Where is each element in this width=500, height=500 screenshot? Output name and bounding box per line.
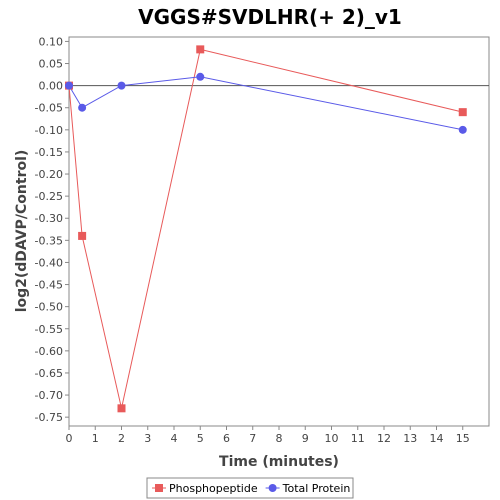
x-tick-label: 13	[403, 432, 417, 445]
x-tick-label: 11	[351, 432, 365, 445]
y-tick-label: -0.65	[35, 367, 63, 380]
total-protein-legend-marker	[268, 484, 277, 492]
y-tick-label: -0.35	[35, 234, 63, 247]
phosphopeptide-point	[78, 231, 87, 240]
x-tick-label: 4	[171, 432, 178, 445]
y-tick-label: -0.05	[35, 102, 63, 115]
y-tick-label: -0.25	[35, 190, 63, 203]
phosphopeptide-point	[196, 45, 205, 54]
y-tick-label: 0.10	[39, 35, 64, 48]
chart-title: VGGS#SVDLHR(+ 2)_v1	[138, 5, 402, 29]
y-tick-label: 0.05	[39, 58, 64, 71]
total-protein-point	[78, 103, 87, 112]
x-tick-label: 14	[430, 432, 444, 445]
x-tick-label: 3	[144, 432, 151, 445]
y-tick-label: -0.75	[35, 411, 63, 424]
y-tick-label: -0.10	[35, 124, 63, 137]
total-protein-point	[458, 125, 467, 134]
total-protein-legend-label: Total Protein	[282, 482, 351, 495]
x-tick-label: 1	[92, 432, 99, 445]
x-tick-label: 5	[197, 432, 204, 445]
x-axis-label: Time (minutes)	[219, 454, 339, 470]
x-tick-label: 15	[456, 432, 470, 445]
y-tick-label: -0.15	[35, 146, 63, 159]
total-protein-point	[196, 72, 205, 81]
series-points	[65, 45, 467, 413]
phosphopeptide-point	[117, 404, 126, 413]
x-tick-label: 0	[66, 432, 73, 445]
x-tick-label: 6	[223, 432, 230, 445]
y-axis-label: log2(dDAVP/Control)	[14, 150, 30, 313]
x-tick-label: 2	[118, 432, 125, 445]
plot-area	[68, 36, 490, 427]
y-tick-label: -0.70	[35, 389, 63, 402]
y-tick-label: -0.20	[35, 168, 63, 181]
y-tick-label: -0.45	[35, 279, 63, 292]
y-tick-label: 0.00	[39, 80, 64, 93]
phosphopeptide-legend-label: Phosphopeptide	[169, 482, 258, 495]
x-tick-label: 7	[249, 432, 256, 445]
total-protein-point	[117, 81, 126, 90]
y-tick-label: -0.30	[35, 212, 63, 225]
x-tick-label: 12	[377, 432, 391, 445]
x-tick-label: 9	[302, 432, 309, 445]
legend: Phosphopeptide Total Protein	[146, 477, 354, 499]
phosphopeptide-legend-marker	[155, 484, 163, 492]
y-tick-label: -0.55	[35, 323, 63, 336]
phosphopeptide-point	[458, 108, 467, 117]
y-tick-label: -0.60	[35, 345, 63, 358]
x-tick-label: 8	[276, 432, 283, 445]
x-tick-label: 10	[325, 432, 339, 445]
axis-ticks: 0 1 2 3 4 5 6 7 8 9 10 11 12 13 14 150.100.050.00-0.05-…	[35, 35, 470, 445]
legend-box	[146, 477, 354, 499]
y-tick-label: -0.50	[35, 301, 63, 314]
y-tick-label: -0.40	[35, 256, 63, 269]
total-protein-point	[65, 81, 73, 90]
